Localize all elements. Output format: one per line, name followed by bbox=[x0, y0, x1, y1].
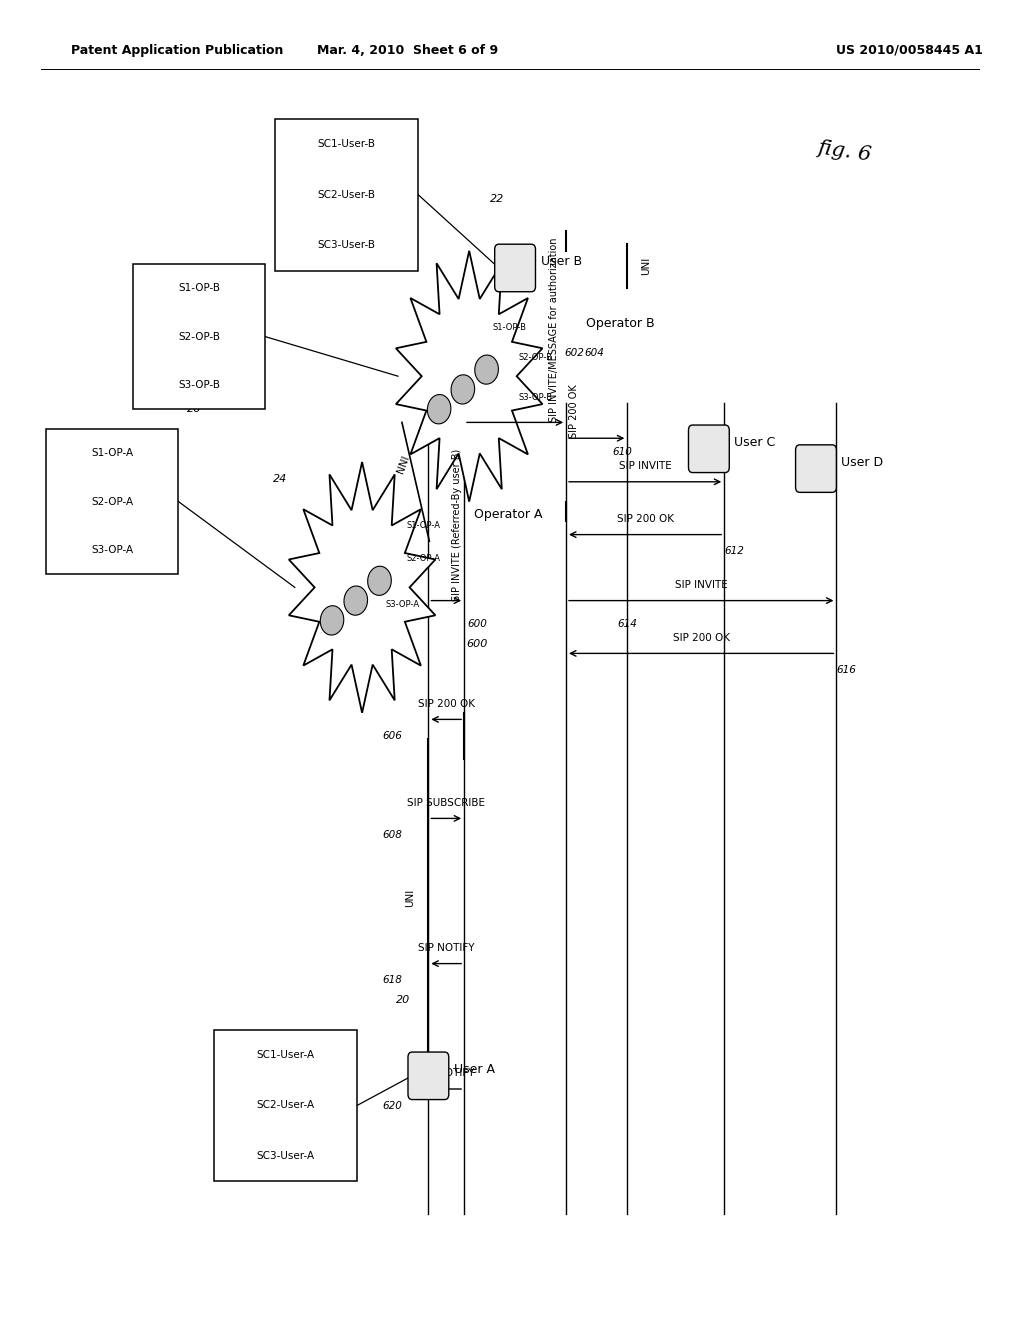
Ellipse shape bbox=[475, 355, 499, 384]
Text: 604: 604 bbox=[585, 348, 604, 359]
Text: SC2-User-B: SC2-User-B bbox=[317, 190, 376, 199]
Text: SIP 200 OK: SIP 200 OK bbox=[418, 698, 475, 709]
Text: SIP NOTIFY: SIP NOTIFY bbox=[418, 1068, 474, 1078]
Text: SC1-User-B: SC1-User-B bbox=[317, 139, 376, 149]
Text: 620: 620 bbox=[383, 1101, 402, 1111]
Text: SIP NOTIFY: SIP NOTIFY bbox=[418, 942, 474, 953]
Text: SC3-User-A: SC3-User-A bbox=[257, 1151, 314, 1162]
Ellipse shape bbox=[321, 606, 344, 635]
Text: S2-OP-A: S2-OP-A bbox=[407, 554, 440, 564]
Text: SIP INVITE: SIP INVITE bbox=[675, 579, 728, 590]
Text: SIP INVITE/MESSAGE for authorization: SIP INVITE/MESSAGE for authorization bbox=[549, 238, 559, 422]
Text: 606: 606 bbox=[383, 731, 402, 742]
Text: fig. 6: fig. 6 bbox=[816, 139, 872, 165]
Text: S2-OP-A: S2-OP-A bbox=[91, 496, 133, 507]
Text: S1-OP-B: S1-OP-B bbox=[178, 284, 220, 293]
Text: 602: 602 bbox=[564, 348, 584, 359]
FancyBboxPatch shape bbox=[796, 445, 837, 492]
Text: 600: 600 bbox=[467, 619, 487, 630]
Text: User B: User B bbox=[541, 255, 582, 268]
Text: 600: 600 bbox=[467, 639, 488, 649]
Text: NNI: NNI bbox=[395, 454, 411, 475]
Text: S1-OP-A: S1-OP-A bbox=[407, 521, 440, 531]
Text: User A: User A bbox=[454, 1063, 495, 1076]
Text: Patent Application Publication: Patent Application Publication bbox=[72, 44, 284, 57]
Ellipse shape bbox=[368, 566, 391, 595]
Text: 614: 614 bbox=[617, 619, 637, 630]
Text: S3-OP-A: S3-OP-A bbox=[91, 545, 133, 554]
FancyBboxPatch shape bbox=[408, 1052, 449, 1100]
Text: Operator A: Operator A bbox=[474, 508, 543, 521]
Text: 610: 610 bbox=[612, 447, 632, 458]
Text: SIP 200 OK: SIP 200 OK bbox=[569, 384, 580, 438]
Text: S2-OP-B: S2-OP-B bbox=[518, 354, 553, 363]
FancyBboxPatch shape bbox=[46, 429, 178, 574]
Text: SIP INVITE (Referred-By user B): SIP INVITE (Referred-By user B) bbox=[452, 449, 462, 601]
FancyBboxPatch shape bbox=[495, 244, 536, 292]
Text: UNI: UNI bbox=[406, 888, 415, 907]
Text: SIP 200 OK: SIP 200 OK bbox=[673, 632, 730, 643]
Text: Mar. 4, 2010  Sheet 6 of 9: Mar. 4, 2010 Sheet 6 of 9 bbox=[317, 44, 499, 57]
Text: SIP 200 OK: SIP 200 OK bbox=[616, 513, 674, 524]
Ellipse shape bbox=[451, 375, 475, 404]
Text: SC3-User-B: SC3-User-B bbox=[317, 240, 376, 251]
Text: S3-OP-A: S3-OP-A bbox=[386, 601, 420, 610]
Text: User D: User D bbox=[842, 455, 884, 469]
Text: SC1-User-A: SC1-User-A bbox=[257, 1049, 314, 1060]
FancyBboxPatch shape bbox=[132, 264, 265, 409]
Text: 24: 24 bbox=[273, 474, 288, 484]
FancyBboxPatch shape bbox=[688, 425, 729, 473]
Text: SIP SUBSCRIBE: SIP SUBSCRIBE bbox=[408, 797, 485, 808]
Text: SIP INVITE: SIP INVITE bbox=[618, 461, 672, 471]
Text: 616: 616 bbox=[837, 665, 856, 676]
Ellipse shape bbox=[344, 586, 368, 615]
Text: US 2010/0058445 A1: US 2010/0058445 A1 bbox=[837, 44, 983, 57]
Text: S1-OP-B: S1-OP-B bbox=[493, 323, 527, 333]
Polygon shape bbox=[396, 251, 543, 502]
Polygon shape bbox=[289, 462, 435, 713]
Text: S2-OP-B: S2-OP-B bbox=[178, 331, 220, 342]
FancyBboxPatch shape bbox=[214, 1030, 357, 1181]
Text: 618: 618 bbox=[383, 975, 402, 986]
Text: SC2-User-A: SC2-User-A bbox=[257, 1101, 314, 1110]
FancyBboxPatch shape bbox=[275, 119, 418, 271]
Text: Operator B: Operator B bbox=[587, 317, 655, 330]
Text: 608: 608 bbox=[383, 830, 402, 841]
Text: UNI: UNI bbox=[641, 257, 650, 275]
Text: 612: 612 bbox=[724, 546, 744, 557]
Text: S3-OP-B: S3-OP-B bbox=[178, 380, 220, 389]
Text: User C: User C bbox=[734, 436, 775, 449]
Text: 26: 26 bbox=[186, 404, 201, 414]
Ellipse shape bbox=[427, 395, 451, 424]
Text: 20: 20 bbox=[395, 995, 410, 1006]
Text: 22: 22 bbox=[489, 194, 504, 205]
Text: S1-OP-A: S1-OP-A bbox=[91, 449, 133, 458]
Text: S3-OP-B: S3-OP-B bbox=[518, 393, 553, 403]
